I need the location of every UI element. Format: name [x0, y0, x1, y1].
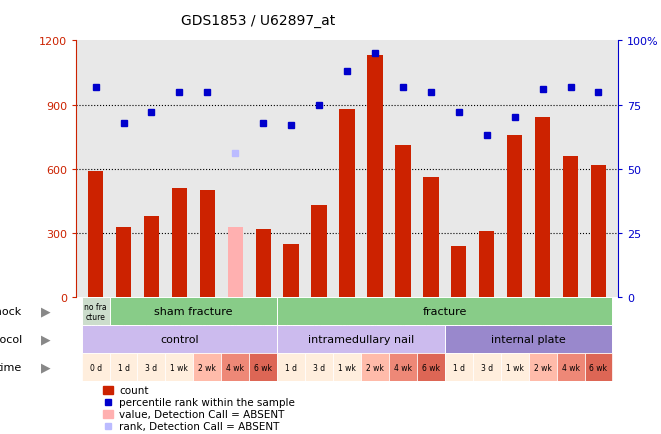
- Bar: [103, 410, 113, 418]
- Text: value, Detection Call = ABSENT: value, Detection Call = ABSENT: [120, 409, 285, 419]
- Text: GDS1853 / U62897_at: GDS1853 / U62897_at: [180, 14, 335, 28]
- Bar: [144, 217, 159, 298]
- Text: count: count: [120, 385, 149, 395]
- Bar: [584, 353, 613, 381]
- Bar: [417, 353, 445, 381]
- Text: percentile rank within the sample: percentile rank within the sample: [120, 397, 295, 407]
- Text: ▶: ▶: [42, 333, 51, 346]
- Text: 1 d: 1 d: [118, 363, 130, 372]
- Text: rank, Detection Call = ABSENT: rank, Detection Call = ABSENT: [120, 421, 280, 431]
- Bar: [333, 353, 361, 381]
- Bar: [311, 206, 327, 298]
- Text: 6 wk: 6 wk: [254, 363, 272, 372]
- Bar: [227, 227, 243, 298]
- Bar: [200, 191, 215, 298]
- Bar: [557, 353, 584, 381]
- Bar: [529, 353, 557, 381]
- Text: 4 wk: 4 wk: [562, 363, 580, 372]
- Bar: [339, 110, 355, 298]
- Bar: [423, 178, 438, 298]
- Text: 2 wk: 2 wk: [533, 363, 551, 372]
- Bar: [507, 135, 522, 298]
- Bar: [500, 353, 529, 381]
- Text: 4 wk: 4 wk: [394, 363, 412, 372]
- Bar: [368, 56, 383, 298]
- Bar: [479, 231, 494, 298]
- Text: control: control: [160, 335, 199, 344]
- Bar: [445, 353, 473, 381]
- Bar: [81, 326, 277, 353]
- Bar: [473, 353, 500, 381]
- Text: fracture: fracture: [422, 306, 467, 316]
- Text: 1 d: 1 d: [285, 363, 297, 372]
- Bar: [277, 353, 305, 381]
- Bar: [81, 298, 110, 326]
- Bar: [277, 326, 445, 353]
- Text: 3 d: 3 d: [313, 363, 325, 372]
- Bar: [172, 189, 187, 298]
- Bar: [81, 353, 110, 381]
- Bar: [284, 244, 299, 298]
- Text: ▶: ▶: [42, 361, 51, 374]
- Text: 6 wk: 6 wk: [422, 363, 440, 372]
- Text: 1 wk: 1 wk: [338, 363, 356, 372]
- Text: sham fracture: sham fracture: [154, 306, 233, 316]
- Text: 2 wk: 2 wk: [198, 363, 216, 372]
- Text: 1 d: 1 d: [453, 363, 465, 372]
- Text: 0 d: 0 d: [89, 363, 102, 372]
- Bar: [165, 353, 194, 381]
- Bar: [249, 353, 277, 381]
- Bar: [445, 326, 613, 353]
- Text: time: time: [0, 362, 22, 372]
- Text: internal plate: internal plate: [491, 335, 566, 344]
- Bar: [535, 118, 550, 298]
- Text: 1 wk: 1 wk: [506, 363, 524, 372]
- Text: 4 wk: 4 wk: [226, 363, 245, 372]
- Bar: [116, 227, 131, 298]
- Text: 6 wk: 6 wk: [590, 363, 607, 372]
- Bar: [88, 171, 103, 298]
- Bar: [221, 353, 249, 381]
- Bar: [591, 165, 606, 298]
- Bar: [361, 353, 389, 381]
- Bar: [194, 353, 221, 381]
- Text: 3 d: 3 d: [145, 363, 157, 372]
- Bar: [563, 157, 578, 298]
- Text: 2 wk: 2 wk: [366, 363, 384, 372]
- Bar: [137, 353, 165, 381]
- Bar: [256, 229, 271, 298]
- Text: ▶: ▶: [42, 305, 51, 318]
- Bar: [103, 386, 113, 394]
- Text: shock: shock: [0, 306, 22, 316]
- Bar: [277, 298, 613, 326]
- Text: no fra
cture: no fra cture: [84, 302, 107, 321]
- Text: protocol: protocol: [0, 335, 22, 344]
- Text: 1 wk: 1 wk: [171, 363, 188, 372]
- Bar: [305, 353, 333, 381]
- Bar: [110, 353, 137, 381]
- Bar: [110, 298, 277, 326]
- Text: 3 d: 3 d: [481, 363, 493, 372]
- Bar: [389, 353, 417, 381]
- Text: intramedullary nail: intramedullary nail: [308, 335, 414, 344]
- Bar: [395, 146, 410, 298]
- Bar: [451, 247, 467, 298]
